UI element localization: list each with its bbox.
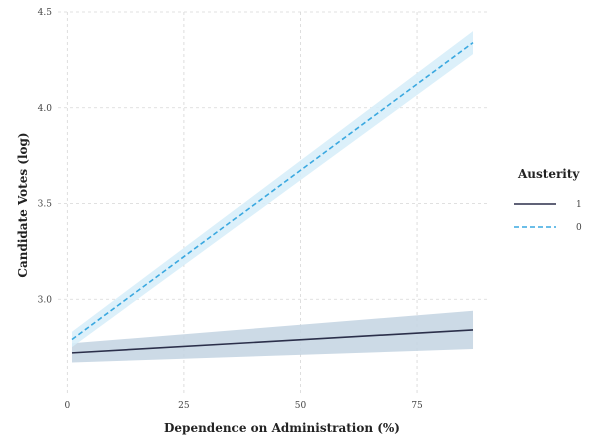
series-line-austerity-1 xyxy=(71,329,474,354)
y-axis-title: Candidate Votes (log) xyxy=(16,132,30,277)
legend: Austerity 1 0 xyxy=(514,167,582,233)
y-tick-labels: 3.0 3.5 4.0 4.5 xyxy=(38,8,53,305)
x-axis-title: Dependence on Administration (%) xyxy=(164,421,400,435)
confidence-bands xyxy=(71,31,474,363)
confidence-band-austerity-0 xyxy=(71,31,474,348)
x-tick-label: 75 xyxy=(411,401,423,411)
y-tick-label: 4.0 xyxy=(38,104,53,114)
x-tick-label: 25 xyxy=(178,401,190,411)
y-tick-label: 4.5 xyxy=(38,8,53,18)
x-tick-label: 50 xyxy=(295,401,307,411)
legend-title: Austerity xyxy=(517,167,580,181)
y-tick-label: 3.5 xyxy=(38,200,53,210)
legend-label-austerity-0: 0 xyxy=(576,223,582,233)
legend-label-austerity-1: 1 xyxy=(576,200,582,210)
series-lines xyxy=(71,41,474,354)
series-line-austerity-0 xyxy=(71,41,474,341)
x-tick-labels: 0 25 50 75 xyxy=(64,401,423,411)
confidence-band-austerity-1 xyxy=(71,310,474,363)
x-tick-label: 0 xyxy=(64,401,70,411)
y-tick-label: 3.0 xyxy=(38,295,53,305)
